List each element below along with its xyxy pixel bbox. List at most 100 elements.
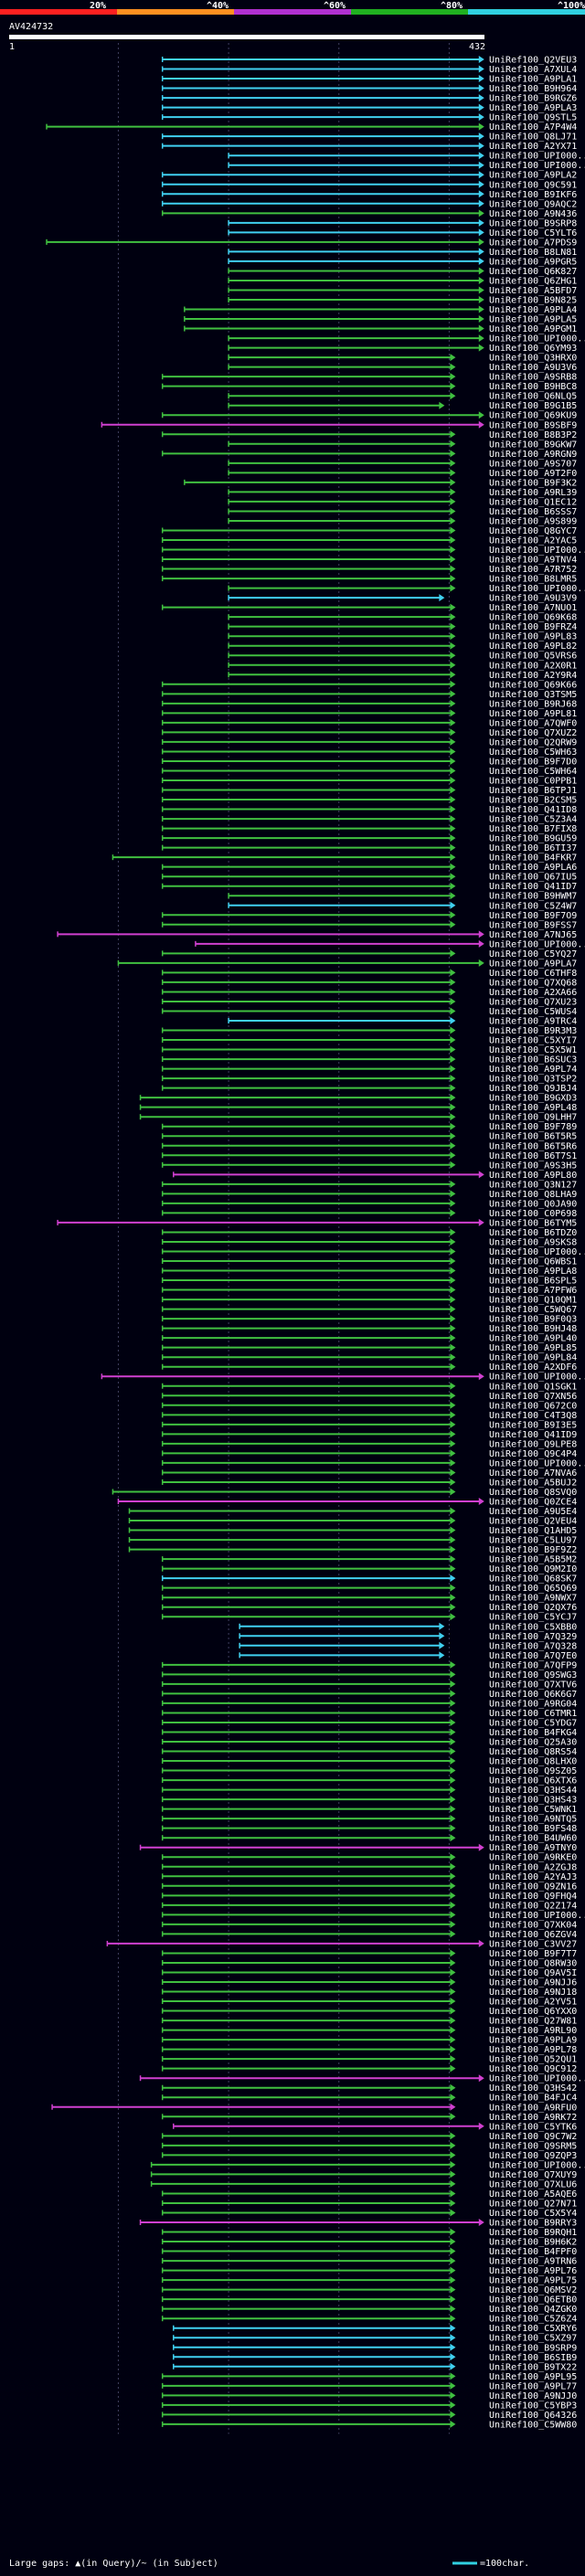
hit-label[interactable]: UniRef100_A9PL84 — [489, 1353, 577, 1363]
hit-row[interactable]: UniRef100_A9S707 — [228, 459, 577, 469]
hit-label[interactable]: UniRef100_Q68SK7 — [489, 1574, 577, 1585]
hit-row[interactable]: UniRef100_C5WW80 — [161, 2420, 578, 2430]
hit-label[interactable]: UniRef100_B9SRP8 — [489, 218, 577, 228]
hit-row[interactable]: UniRef100_A7NUO1 — [161, 603, 578, 613]
hit-label[interactable]: UniRef100_Q7XUZ2 — [489, 728, 577, 738]
hit-label[interactable]: UniRef100_A7Q329 — [489, 1632, 577, 1642]
hit-label[interactable]: UniRef100_Q672C0 — [489, 1401, 577, 1411]
hit-row[interactable]: UniRef100_B4FJC4 — [161, 2094, 578, 2104]
hit-row[interactable]: UniRef100_Q2VEU3 — [161, 56, 578, 66]
hit-label[interactable]: UniRef100_C5X5Y4 — [489, 2209, 577, 2219]
hit-label[interactable]: UniRef100_B4FPF0 — [489, 2247, 577, 2257]
hit-row[interactable]: UniRef100_B9R3M3 — [161, 1026, 578, 1036]
hit-row[interactable]: UniRef100_A9PLA8 — [161, 1267, 578, 1277]
hit-label[interactable]: UniRef100_Q8RW30 — [489, 1958, 577, 1968]
hit-row[interactable]: UniRef100_B9HBC8 — [161, 382, 578, 392]
hit-label[interactable]: UniRef100_UPI000... — [489, 1247, 585, 1257]
hit-label[interactable]: UniRef100_A2YX71 — [489, 142, 577, 152]
hit-label[interactable]: UniRef100_B9F0Q3 — [489, 1315, 577, 1325]
hit-label[interactable]: UniRef100_C5YLT6 — [489, 228, 577, 239]
hit-row[interactable]: UniRef100_A2YX71 — [161, 142, 578, 152]
hit-row[interactable]: UniRef100_Q6K6G7 — [161, 1690, 578, 1700]
hit-label[interactable]: UniRef100_Q6ZGV4 — [489, 1930, 577, 1940]
hit-label[interactable]: UniRef100_Q6ETB0 — [489, 2295, 577, 2306]
hit-row[interactable]: UniRef100_A9RGN9 — [161, 450, 578, 460]
hit-label[interactable]: UniRef100_B6TPJ1 — [489, 786, 577, 796]
hit-row[interactable]: UniRef100_Q1SGK1 — [161, 1382, 578, 1392]
hit-row[interactable]: UniRef100_A9NJ18 — [161, 1988, 578, 1998]
hit-row[interactable]: UniRef100_Q67IU5 — [161, 873, 578, 883]
hit-label[interactable]: UniRef100_Q6MSV2 — [489, 2285, 577, 2295]
hit-label[interactable]: UniRef100_A7NJ65 — [489, 930, 577, 940]
hit-row[interactable]: UniRef100_A9PL40 — [161, 1334, 578, 1344]
hit-row[interactable]: UniRef100_UPI000... — [228, 161, 585, 171]
hit-label[interactable]: UniRef100_A9S899 — [489, 516, 577, 526]
hit-row[interactable]: UniRef100_A9PL84 — [161, 1353, 578, 1363]
hit-row[interactable]: UniRef100_A9RK72 — [161, 2113, 578, 2123]
hit-row[interactable]: UniRef100_Q9SZ05 — [161, 1766, 578, 1776]
hit-label[interactable]: UniRef100_B4FKG4 — [489, 1728, 577, 1738]
hit-row[interactable]: UniRef100_Q6WBS1 — [161, 1257, 578, 1267]
hit-label[interactable]: UniRef100_A9NJ18 — [489, 1988, 577, 1998]
hit-row[interactable]: UniRef100_A2YAC5 — [161, 536, 578, 546]
hit-label[interactable]: UniRef100_Q9SZ05 — [489, 1766, 577, 1776]
hit-row[interactable]: UniRef100_C5YDG7 — [161, 1718, 578, 1728]
hit-label[interactable]: UniRef100_A9N436 — [489, 209, 577, 219]
hit-row[interactable]: UniRef100_A9PL76 — [161, 2266, 578, 2276]
hit-row[interactable]: UniRef100_B9FS48 — [161, 1824, 578, 1834]
hit-label[interactable]: UniRef100_B6T5R6 — [489, 1141, 577, 1151]
hit-label[interactable]: UniRef100_Q6K6G7 — [489, 1690, 577, 1700]
hit-row[interactable]: UniRef100_B9SRP8 — [228, 218, 577, 228]
hit-label[interactable]: UniRef100_Q0ZCE4 — [489, 1498, 577, 1508]
hit-label[interactable]: UniRef100_B9I3E5 — [489, 1420, 577, 1430]
hit-row[interactable]: UniRef100_A9PL82 — [228, 641, 577, 652]
hit-label[interactable]: UniRef100_Q5VRS6 — [489, 652, 577, 662]
hit-row[interactable]: UniRef100_A5AQE6 — [161, 2189, 578, 2200]
hit-label[interactable]: UniRef100_B9TX22 — [489, 2362, 577, 2372]
hit-row[interactable]: UniRef100_Q7XUZ2 — [161, 728, 578, 738]
hit-label[interactable]: UniRef100_C5WNK1 — [489, 1805, 577, 1815]
hit-row[interactable]: UniRef100_B8LN81 — [228, 248, 577, 258]
hit-row[interactable]: UniRef100_B9G1B5 — [228, 401, 577, 411]
hit-row[interactable]: UniRef100_Q2Z174 — [161, 1901, 578, 1911]
hit-row[interactable]: UniRef100_C6THF8 — [161, 969, 578, 979]
hit-label[interactable]: UniRef100_A9RG04 — [489, 1699, 577, 1709]
hit-row[interactable]: UniRef100_A5B5M2 — [161, 1555, 578, 1565]
hit-row[interactable]: UniRef100_Q68SK7 — [161, 1574, 578, 1585]
hit-row[interactable]: UniRef100_Q52QU1 — [161, 2055, 578, 2065]
hit-label[interactable]: UniRef100_Q27N71 — [489, 2199, 577, 2209]
hit-label[interactable]: UniRef100_Q2Z174 — [489, 1901, 577, 1911]
hit-label[interactable]: UniRef100_A5B5M2 — [489, 1555, 577, 1565]
hit-label[interactable]: UniRef100_A9PLA7 — [489, 959, 577, 969]
hit-label[interactable]: UniRef100_Q6YM93 — [489, 344, 577, 354]
hit-label[interactable]: UniRef100_C5XRY6 — [489, 2324, 577, 2334]
hit-row[interactable]: UniRef100_B2CSM5 — [161, 796, 578, 806]
hit-label[interactable]: UniRef100_A9PLA8 — [489, 1267, 577, 1277]
hit-row[interactable]: UniRef100_A2ZGJ8 — [161, 1862, 578, 1872]
hit-row[interactable]: UniRef100_B9F7O9 — [161, 911, 578, 921]
hit-row[interactable]: UniRef100_A7P4W4 — [46, 122, 577, 133]
hit-row[interactable]: UniRef100_Q6ETB0 — [161, 2295, 578, 2306]
hit-row[interactable]: UniRef100_Q9ZQP3 — [161, 2151, 578, 2161]
hit-label[interactable]: UniRef100_Q0JA90 — [489, 1199, 577, 1209]
hit-label[interactable]: UniRef100_UPI000... — [489, 939, 585, 949]
hit-row[interactable]: UniRef100_A9N436 — [161, 209, 578, 219]
hit-row[interactable]: UniRef100_Q3HRX0 — [228, 354, 577, 364]
hit-row[interactable]: UniRef100_C5YTK6 — [173, 2122, 578, 2132]
hit-label[interactable]: UniRef100_UPI000... — [489, 1373, 585, 1383]
hit-label[interactable]: UniRef100_Q9M2I0 — [489, 1564, 577, 1574]
hit-row[interactable]: UniRef100_A2YV51 — [161, 1998, 578, 2008]
hit-label[interactable]: UniRef100_Q3HRX0 — [489, 354, 577, 364]
hit-label[interactable]: UniRef100_B9GXD3 — [489, 1094, 577, 1104]
hit-label[interactable]: UniRef100_UPI000... — [489, 2074, 585, 2084]
hit-row[interactable]: UniRef100_A9PL80 — [173, 1171, 578, 1181]
hit-row[interactable]: UniRef100_A2YAJ3 — [161, 1872, 578, 1882]
hit-row[interactable]: UniRef100_B7FIX8 — [161, 824, 578, 834]
hit-row[interactable]: UniRef100_Q2VEU4 — [128, 1517, 578, 1527]
hit-label[interactable]: UniRef100_Q9STL5 — [489, 113, 577, 123]
hit-label[interactable]: UniRef100_A2ZGJ8 — [489, 1862, 577, 1872]
hit-row[interactable]: UniRef100_Q6XTX6 — [161, 1776, 578, 1786]
hit-row[interactable]: UniRef100_Q8LHX0 — [161, 1757, 578, 1767]
hit-row[interactable]: UniRef100_B9RRY3 — [139, 2219, 578, 2229]
hit-row[interactable]: UniRef100_Q6YXX0 — [161, 2007, 578, 2017]
